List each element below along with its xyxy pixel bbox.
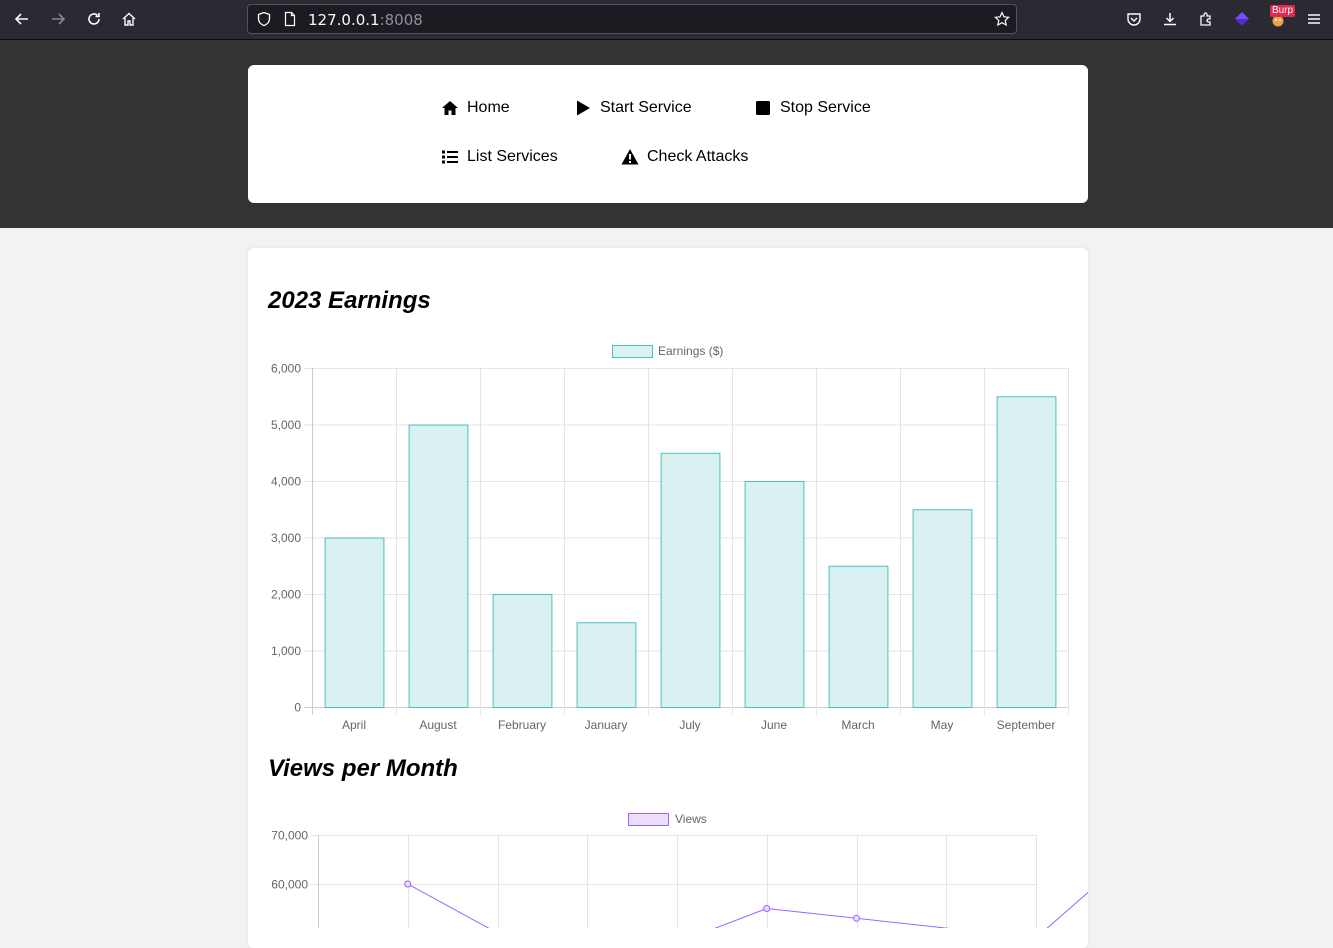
nav-stop-service[interactable]: Stop Service [754,99,871,117]
nav-stop-service-label: Stop Service [780,99,871,116]
content-card: 2023 Earnings Earnings ($) 0 1,000 2,000 3,0… [248,248,1088,948]
nav-check-attacks-label: Check Attacks [647,148,749,165]
nav-start-service[interactable]: Start Service [574,99,692,117]
nav-home[interactable]: Home [441,99,510,117]
address-bar[interactable]: 127.0.0.1:8008 [247,4,1017,34]
burp-badge: Burp [1270,5,1296,17]
y-tick-label: 4,000 [271,475,301,489]
nav-home-label: Home [467,99,510,116]
y-tick-label: 2,000 [271,588,301,602]
bar-june [744,481,805,708]
bar-february [492,594,553,708]
y-tick-label: 5,000 [271,418,301,432]
earnings-chart-title: 2023 Earnings [268,287,431,314]
list-icon [442,150,458,164]
back-button[interactable] [9,6,35,32]
x-tick-label: May [931,718,954,732]
extension-purple-button[interactable] [1229,6,1255,32]
downloads-button[interactable] [1157,6,1183,32]
header-band: Home Start Service Stop Service List Ser… [0,40,1333,228]
page-icon[interactable] [282,11,298,27]
play-icon [577,100,590,116]
x-tick-label: April [342,718,366,732]
y-tick-label: 60,000 [271,878,308,892]
nav-check-attacks[interactable]: Check Attacks [621,148,748,166]
url-text[interactable]: 127.0.0.1:8008 [308,11,423,29]
y-tick-label: 0 [294,701,301,715]
home-browser-button[interactable] [116,6,142,32]
x-tick-label: August [419,718,457,732]
x-tick-label: July [679,718,700,732]
reload-button[interactable] [81,6,107,32]
nav-start-service-label: Start Service [600,99,692,116]
menu-button[interactable] [1301,6,1327,32]
bar-july [660,452,721,708]
views-point [404,880,412,888]
legend-label-views: Views [675,812,707,826]
views-line [407,883,1088,928]
warning-icon [621,149,639,165]
shield-icon[interactable] [256,11,272,27]
home-icon [442,101,458,115]
nav-list-services-label: List Services [467,148,558,165]
bar-april [324,537,385,708]
purple-diamond-icon [1235,12,1249,26]
x-tick-label: March [841,718,874,732]
x-tick-label: June [761,718,787,732]
forward-button[interactable] [45,6,71,32]
nav-list-services[interactable]: List Services [441,148,558,166]
x-tick-label: February [498,718,546,732]
earnings-bar-chart: Earnings ($) 0 1,000 2,000 3,000 4,000 5,000 6,… [271,344,1069,732]
extensions-button[interactable] [1193,6,1219,32]
views-point [763,905,771,912]
y-tick-label: 3,000 [271,531,301,545]
pocket-icon [1127,13,1141,26]
bar-january [576,622,637,708]
nav-card: Home Start Service Stop Service List Ser… [248,65,1088,203]
bar-march [828,565,889,708]
legend-swatch-views [628,813,669,826]
bookmark-star-icon[interactable] [994,11,1010,27]
burp-extension-button[interactable] [1265,6,1291,32]
views-line-chart: Views 70,000 60,000 [271,812,1088,928]
legend-label-earnings: Earnings ($) [658,344,723,358]
y-tick-label: 70,000 [271,829,308,843]
y-tick-label: 1,000 [271,644,301,658]
legend-swatch-earnings [612,345,653,358]
x-tick-label: September [997,718,1056,732]
url-host: 127.0.0.1 [308,11,380,29]
bar-august [408,424,469,708]
hamburger-menu-icon [1308,14,1320,24]
back-arrow-icon [14,13,28,25]
stop-icon [756,101,770,115]
x-tick-label: January [585,718,628,732]
bar-september [996,396,1057,708]
pocket-button[interactable] [1121,6,1147,32]
views-point [853,914,860,922]
bar-may [912,509,973,708]
y-tick-label: 6,000 [271,362,301,376]
puzzle-icon [1200,12,1211,26]
house-icon [122,12,136,26]
url-port: :8008 [379,11,423,29]
burp-icon [1272,15,1284,27]
reload-icon [88,13,100,25]
download-icon [1164,13,1176,26]
forward-arrow-icon [52,13,66,25]
views-chart-title: Views per Month [268,755,458,782]
browser-toolbar: 127.0.0.1:8008 Burp [0,0,1333,40]
